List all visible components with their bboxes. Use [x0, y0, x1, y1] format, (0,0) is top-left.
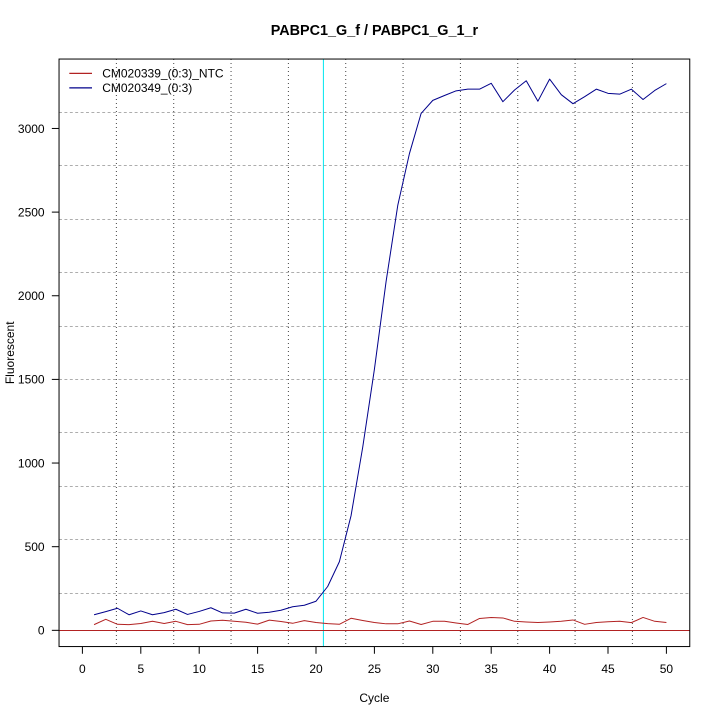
- svg-text:5: 5: [137, 662, 144, 676]
- svg-text:25: 25: [368, 662, 382, 676]
- svg-text:2500: 2500: [18, 205, 45, 219]
- svg-text:500: 500: [25, 540, 45, 554]
- svg-text:3000: 3000: [18, 122, 45, 136]
- svg-text:10: 10: [193, 662, 207, 676]
- svg-text:20: 20: [309, 662, 323, 676]
- svg-text:CM020349_(0:3): CM020349_(0:3): [102, 81, 192, 95]
- svg-text:PABPC1_G_f / PABPC1_G_1_r: PABPC1_G_f / PABPC1_G_1_r: [271, 23, 479, 39]
- svg-text:35: 35: [485, 662, 499, 676]
- svg-text:1000: 1000: [18, 456, 45, 470]
- svg-text:0: 0: [79, 662, 86, 676]
- svg-text:0: 0: [38, 624, 45, 638]
- svg-text:2000: 2000: [18, 289, 45, 303]
- svg-text:Cycle: Cycle: [359, 691, 389, 705]
- svg-text:45: 45: [601, 662, 615, 676]
- svg-text:30: 30: [426, 662, 440, 676]
- svg-text:Fluorescent: Fluorescent: [3, 321, 17, 384]
- svg-text:40: 40: [543, 662, 557, 676]
- svg-text:1500: 1500: [18, 373, 45, 387]
- svg-text:50: 50: [660, 662, 674, 676]
- svg-text:CM020339_(0:3)_NTC: CM020339_(0:3)_NTC: [102, 67, 224, 81]
- svg-text:15: 15: [251, 662, 265, 676]
